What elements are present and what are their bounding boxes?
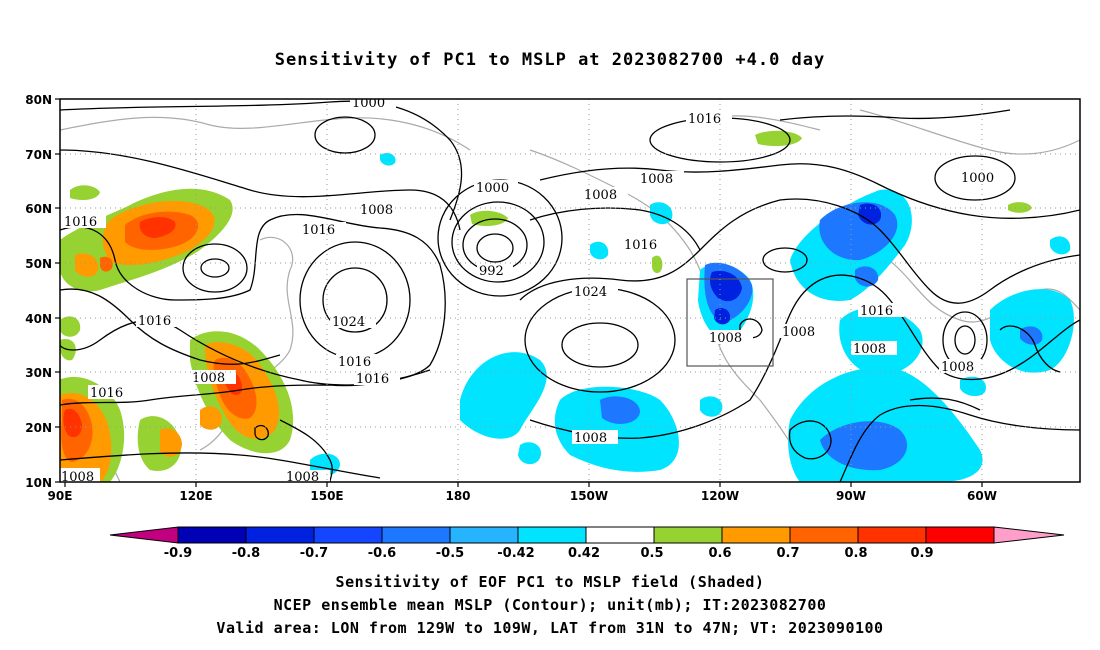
tick-marks <box>55 98 983 487</box>
contour-label: 992 <box>479 264 504 279</box>
colorbar-swatch <box>857 526 927 544</box>
colorbar-swatch <box>313 526 383 544</box>
colorbar-swatch <box>177 526 247 544</box>
map-frame <box>59 98 1081 483</box>
lon-label: 90E <box>48 489 73 503</box>
contour-label: 1016 <box>90 386 123 401</box>
lat-label: 20N <box>25 421 52 435</box>
contour-label: 1000 <box>476 181 509 196</box>
contour-label: 1008 <box>360 203 393 218</box>
contour-labels: 1000 1016 1000 1008 1008 1000 1016 1016 … <box>60 96 1005 485</box>
contour-label: 1016 <box>860 304 893 319</box>
contour-label: 1000 <box>352 96 385 111</box>
colorbar-label: 0.7 <box>776 546 799 561</box>
caption-line-2: NCEP ensemble mean MSLP (Contour); unit(… <box>273 596 827 614</box>
colorbar-label: 0.8 <box>844 546 867 561</box>
lon-label: 120E <box>179 489 212 503</box>
colorbar-label: 0.5 <box>640 546 663 561</box>
colorbar-swatch <box>925 526 995 544</box>
contour-label: 1008 <box>584 188 617 203</box>
lon-label: 120W <box>701 489 739 503</box>
latitude-labels: 80N 70N 60N 50N 40N 30N 20N 10N <box>25 93 52 490</box>
chart-title: Sensitivity of PC1 to MSLP at 2023082700… <box>274 50 826 70</box>
lat-label: 30N <box>25 366 52 380</box>
caption-line-1: Sensitivity of EOF PC1 to MSLP field (Sh… <box>335 573 765 591</box>
colorbar-end-high <box>993 526 1065 544</box>
caption-line-3: Valid area: LON from 129W to 109W, LAT f… <box>216 619 884 637</box>
colorbar-label: 0.42 <box>568 546 600 561</box>
colorbar-end-low <box>109 526 179 544</box>
lon-label: 150W <box>570 489 608 503</box>
contour-label: 1016 <box>338 355 371 370</box>
contour-label: 1016 <box>624 238 657 253</box>
colorbar-label: 0.6 <box>708 546 731 561</box>
contour-label: 1000 <box>961 171 994 186</box>
colorbar-swatch <box>585 526 655 544</box>
colorbar-label: 0.9 <box>910 546 933 561</box>
colorbar-label: -0.42 <box>497 546 534 561</box>
colorbar-swatch <box>653 526 723 544</box>
mslp-contours <box>60 100 1080 482</box>
contour-label: 1024 <box>574 285 607 300</box>
lat-label: 50N <box>25 257 52 271</box>
colorbar-label: -0.6 <box>368 546 396 561</box>
contour-label: 1024 <box>332 315 365 330</box>
contour-label: 1008 <box>640 172 673 187</box>
colorbar-swatch <box>517 526 587 544</box>
contour-label: 1016 <box>356 372 389 387</box>
contour-label: 1008 <box>709 331 742 346</box>
contour-label: 1008 <box>941 360 974 375</box>
colorbar-swatch <box>245 526 315 544</box>
lon-label: 180 <box>445 489 470 503</box>
lat-label: 80N <box>25 93 52 107</box>
colorbar-label: -0.9 <box>164 546 192 561</box>
lat-label: 40N <box>25 312 52 326</box>
lon-label: 150E <box>310 489 343 503</box>
contour-label: 1008 <box>61 470 94 485</box>
lat-label: 70N <box>25 148 52 162</box>
contour-label: 1016 <box>302 223 335 238</box>
contour-label: 1016 <box>64 215 97 230</box>
contour-label: 1016 <box>688 112 721 127</box>
contour-label: 1016 <box>138 314 171 329</box>
colorbar <box>109 526 1065 544</box>
contour-label: 1008 <box>192 371 225 386</box>
lat-label: 10N <box>25 476 52 490</box>
colorbar-labels: -0.9 -0.8 -0.7 -0.6 -0.5 -0.42 0.42 0.5 … <box>164 546 934 561</box>
contour-label: 1008 <box>782 325 815 340</box>
lat-label: 60N <box>25 202 52 216</box>
colorbar-label: -0.8 <box>232 546 260 561</box>
colorbar-label: -0.7 <box>300 546 328 561</box>
colorbar-swatch <box>721 526 791 544</box>
gridlines <box>60 99 1080 482</box>
colorbar-label: -0.5 <box>436 546 464 561</box>
lon-label: 90W <box>836 489 866 503</box>
contour-label: 1008 <box>286 470 319 485</box>
colorbar-swatch <box>449 526 519 544</box>
contour-label: 1008 <box>853 342 886 357</box>
contour-label: 1008 <box>574 431 607 446</box>
valid-area-box <box>686 278 774 367</box>
colorbar-swatch <box>789 526 859 544</box>
shading-darkred <box>63 217 243 438</box>
longitude-labels: 90E 120E 150E 180 150W 120W 90W 60W <box>48 489 997 503</box>
lon-label: 60W <box>967 489 997 503</box>
colorbar-swatch <box>381 526 451 544</box>
